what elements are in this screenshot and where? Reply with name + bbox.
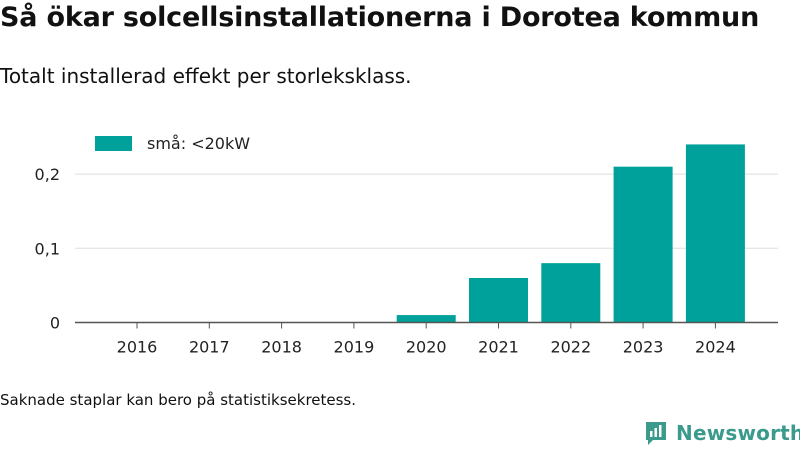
x-tick-label: 2021 [478,338,519,357]
bar [469,277,528,323]
chart-subtitle: Totalt installerad effekt per storlekskl… [0,64,412,88]
bar [685,144,745,323]
footnote: Saknade staplar kan bero på statistiksek… [0,391,357,409]
legend-swatch [95,136,132,151]
x-tick-label: 2023 [623,338,664,357]
newsworthy-logo-icon [646,422,666,445]
y-tick-label: 0,1 [35,239,60,258]
brand-name: Newsworthy [676,421,800,445]
x-tick-label: 2018 [261,338,302,357]
x-tick-label: 2024 [695,338,736,357]
x-tick-label: 2019 [334,338,375,357]
y-tick-label: 0 [50,314,60,333]
legend-label: små: <20kW [147,134,251,153]
bar-chart: 0 0,1 0,2 2016 2017 2018 2019 2020 2021 2022 2023 2… [35,144,778,357]
brand[interactable]: Newsworthy [644,420,800,446]
chart-title: Så ökar solcellsinstallationerna i Dorot… [0,2,760,33]
legend: små: <20kW [95,134,250,153]
bar [541,263,601,323]
x-tick-label: 2022 [550,338,591,357]
x-tick-label: 2020 [406,338,447,357]
bar [396,315,456,323]
x-tick-label: 2017 [189,338,230,357]
bar [613,166,673,323]
x-tick-label: 2016 [117,338,158,357]
y-tick-label: 0,2 [35,165,60,184]
